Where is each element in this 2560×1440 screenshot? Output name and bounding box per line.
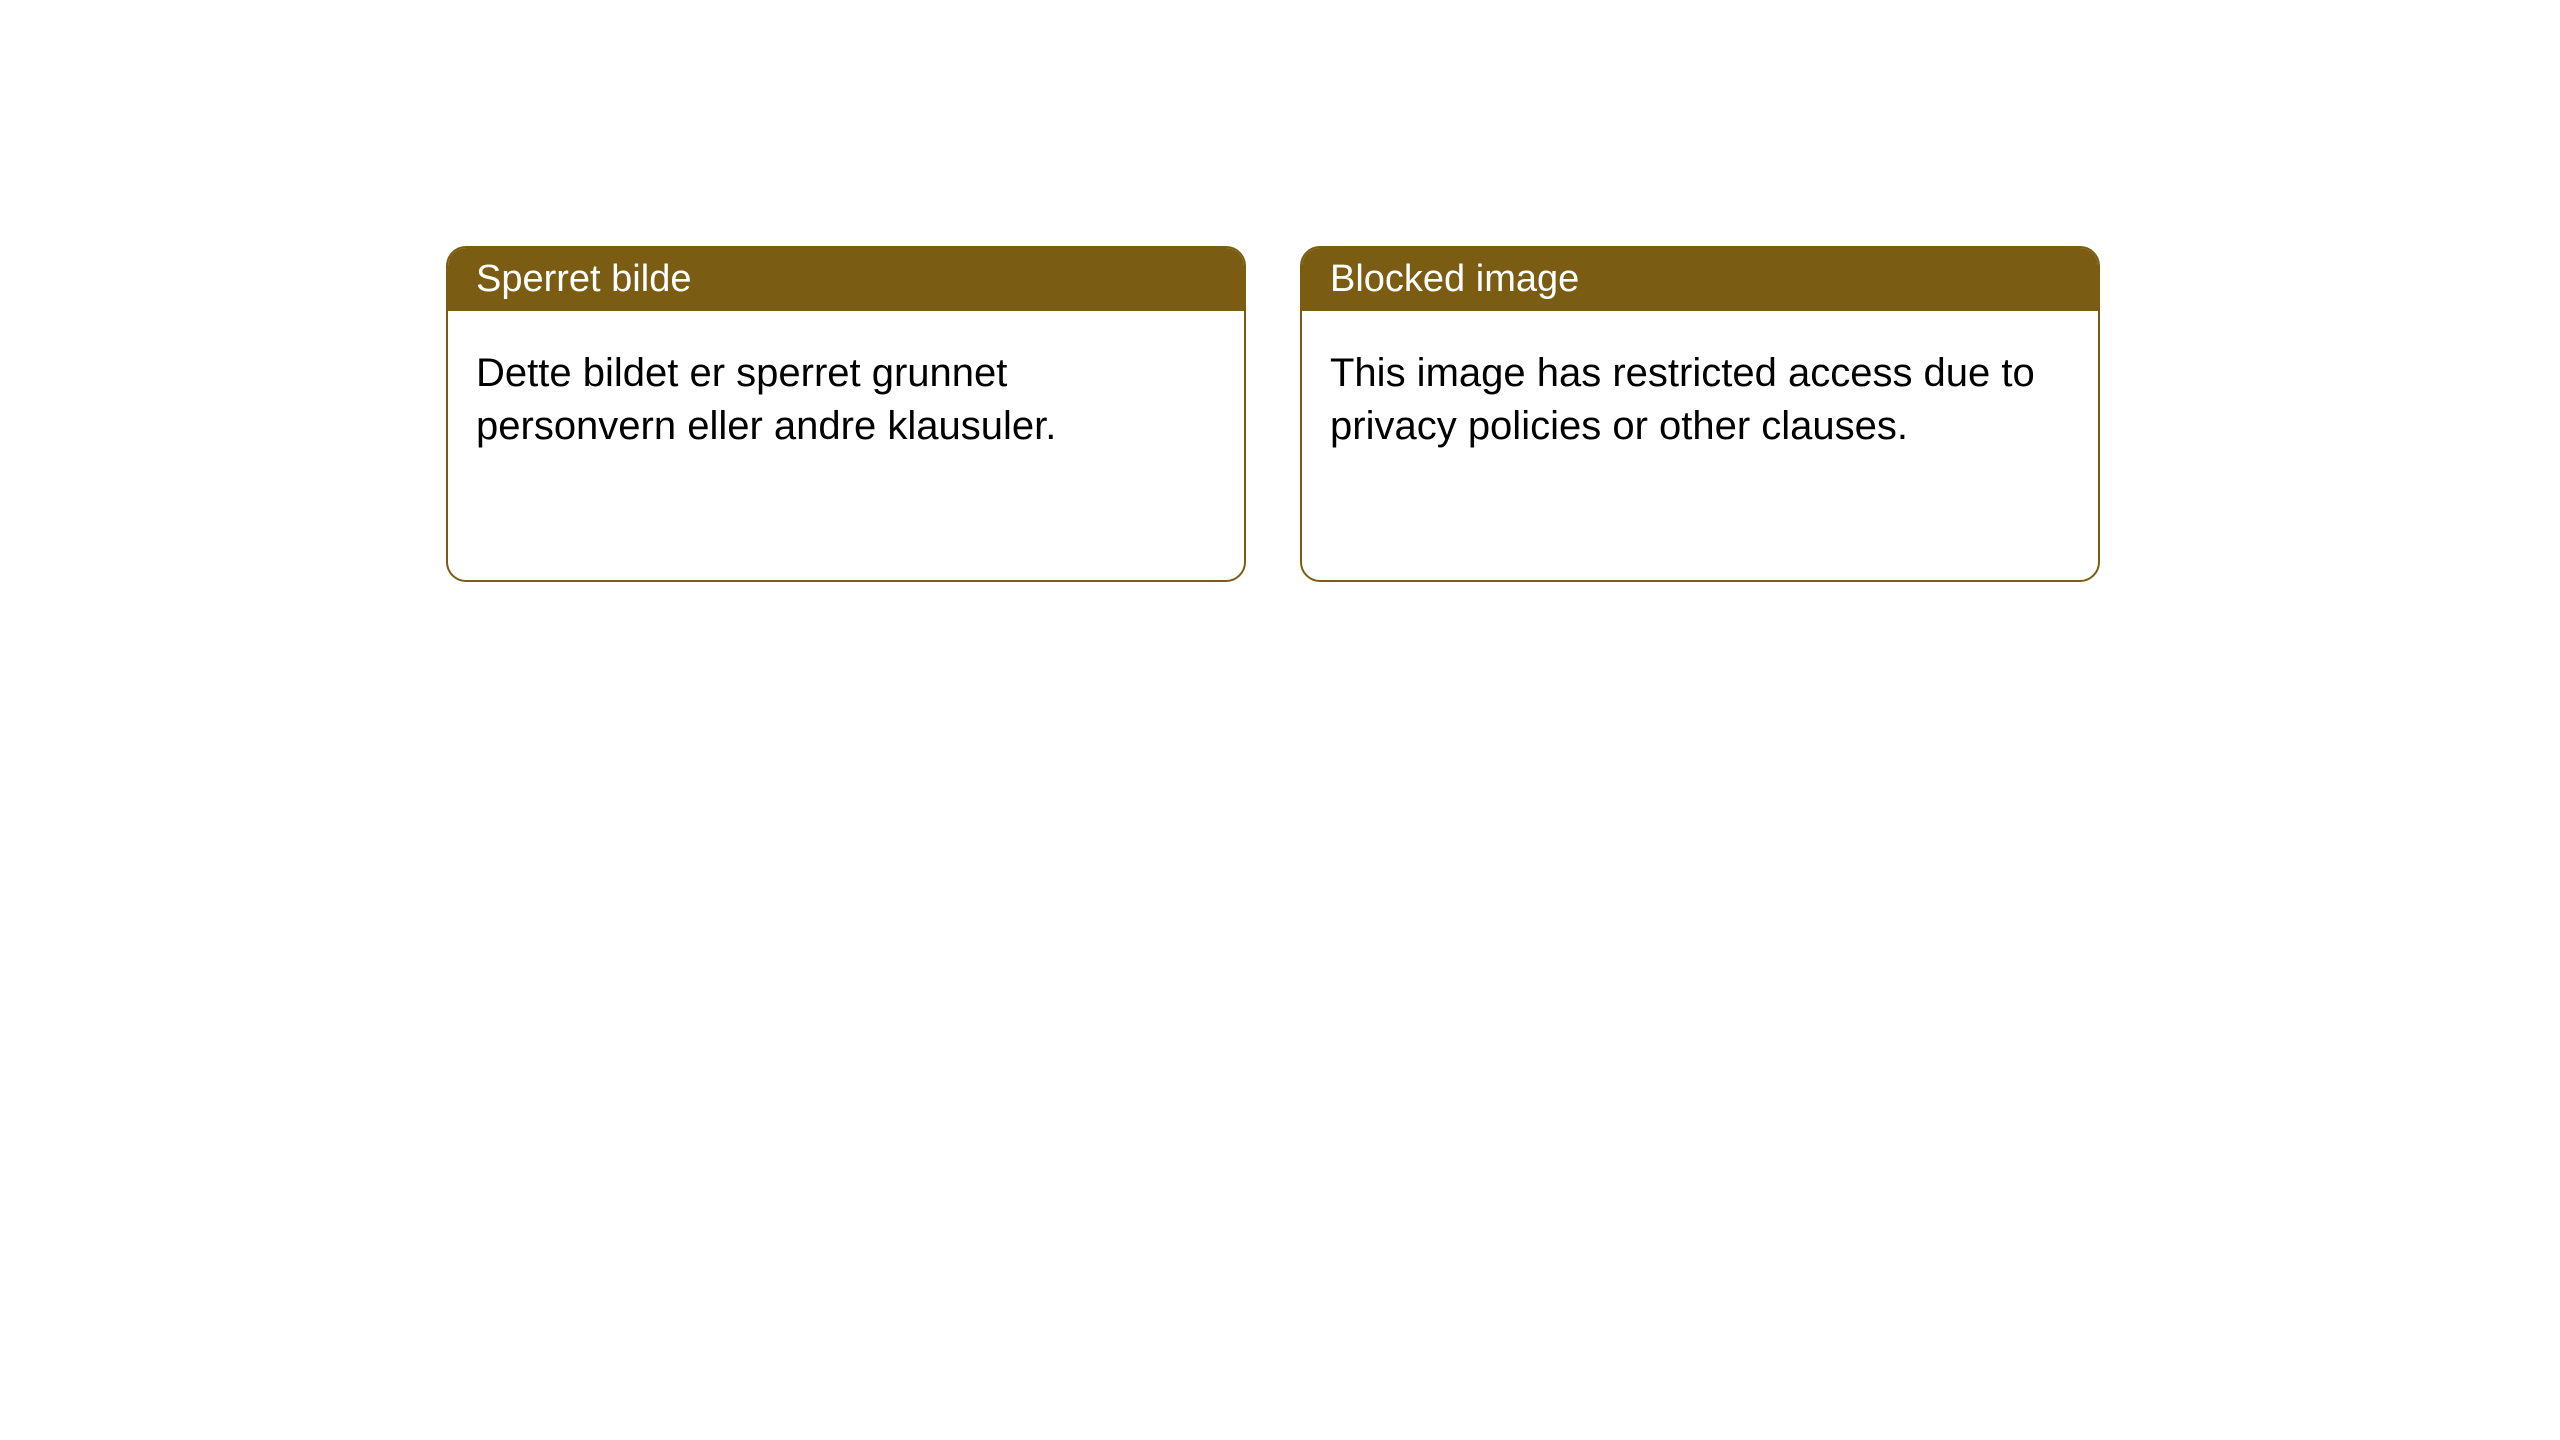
- notice-container: Sperret bilde Dette bildet er sperret gr…: [0, 0, 2560, 582]
- notice-card-norwegian: Sperret bilde Dette bildet er sperret gr…: [446, 246, 1246, 582]
- notice-header: Sperret bilde: [448, 248, 1244, 311]
- notice-body: This image has restricted access due to …: [1302, 311, 2098, 489]
- notice-header: Blocked image: [1302, 248, 2098, 311]
- notice-card-english: Blocked image This image has restricted …: [1300, 246, 2100, 582]
- notice-body: Dette bildet er sperret grunnet personve…: [448, 311, 1244, 489]
